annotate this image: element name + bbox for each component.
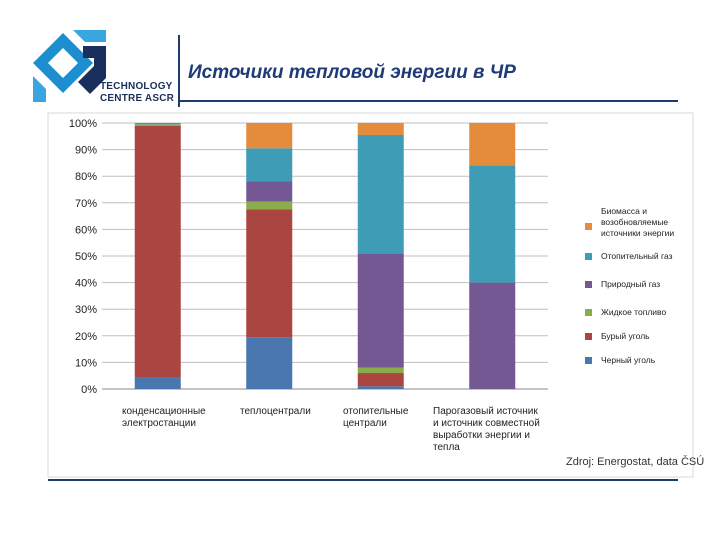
bar-segment — [469, 282, 516, 389]
source-note: Zdroj: Energostat, data ČSÚ — [566, 456, 705, 468]
y-tick-label: 90% — [75, 145, 97, 157]
bar-segment — [246, 181, 293, 202]
y-tick-label: 60% — [75, 224, 97, 236]
bar-segment — [469, 123, 516, 166]
legend-label: Природный газ — [601, 279, 661, 289]
legend-label: Черный уголь — [601, 355, 656, 365]
footer-divider — [48, 479, 678, 481]
legend-label: Бурый уголь — [601, 331, 650, 341]
y-tick-label: 40% — [75, 278, 97, 290]
legend-label: Биомасса и возобновляемые источники энер… — [601, 206, 675, 238]
y-tick-label: 10% — [75, 357, 97, 369]
bar-segment — [357, 123, 404, 135]
x-category-label: теплоцентрали — [240, 406, 311, 417]
bar-segment — [134, 123, 181, 125]
logo-line2: CENTRE ASCR — [100, 93, 175, 104]
x-category-label: конденсационные электростанции — [122, 406, 206, 429]
bar-segment — [246, 148, 293, 182]
legend-swatch — [585, 281, 592, 288]
bar-segment — [357, 367, 404, 374]
y-tick-label: 80% — [75, 171, 97, 183]
y-tick-label: 30% — [75, 304, 97, 316]
bar-segment — [357, 386, 404, 389]
x-category-label: отопительные централи — [343, 406, 409, 429]
logo-text: TECHNOLOGY CENTRE ASCR — [100, 81, 174, 105]
x-category-label: Парогазовый источник и источник совместн… — [433, 406, 540, 453]
y-tick-label: 20% — [75, 331, 97, 343]
bar-segment — [357, 134, 404, 254]
page-title: Источики тепловой энергии в ЧР — [188, 62, 516, 83]
technology-centre-logo — [33, 30, 106, 102]
header-divider-vertical — [178, 35, 180, 107]
bar-segment — [246, 337, 293, 389]
bar-segment — [357, 373, 404, 387]
bar-segment — [134, 125, 181, 378]
legend-swatch — [585, 357, 592, 364]
bar-segment — [134, 377, 181, 389]
logo-line1: TECHNOLOGY — [100, 81, 173, 92]
legend-swatch — [585, 223, 592, 230]
header-divider-horizontal — [178, 100, 678, 102]
y-tick-label: 0% — [81, 384, 97, 396]
bar-segment — [469, 165, 516, 283]
legend-swatch — [585, 333, 592, 340]
legend-swatch — [585, 309, 592, 316]
legend-label: Отопительный газ — [601, 251, 673, 261]
bar-segment — [246, 123, 293, 149]
bar-segment — [357, 253, 404, 368]
y-tick-label: 50% — [75, 251, 97, 263]
y-tick-label: 100% — [69, 118, 97, 130]
bar-segment — [134, 124, 181, 126]
legend-label: Жидкое топливо — [601, 307, 667, 317]
bar-segment — [246, 201, 293, 210]
legend-swatch — [585, 253, 592, 260]
logo-mark-icon — [33, 30, 106, 102]
y-tick-label: 70% — [75, 198, 97, 210]
bar-segment — [246, 209, 293, 338]
